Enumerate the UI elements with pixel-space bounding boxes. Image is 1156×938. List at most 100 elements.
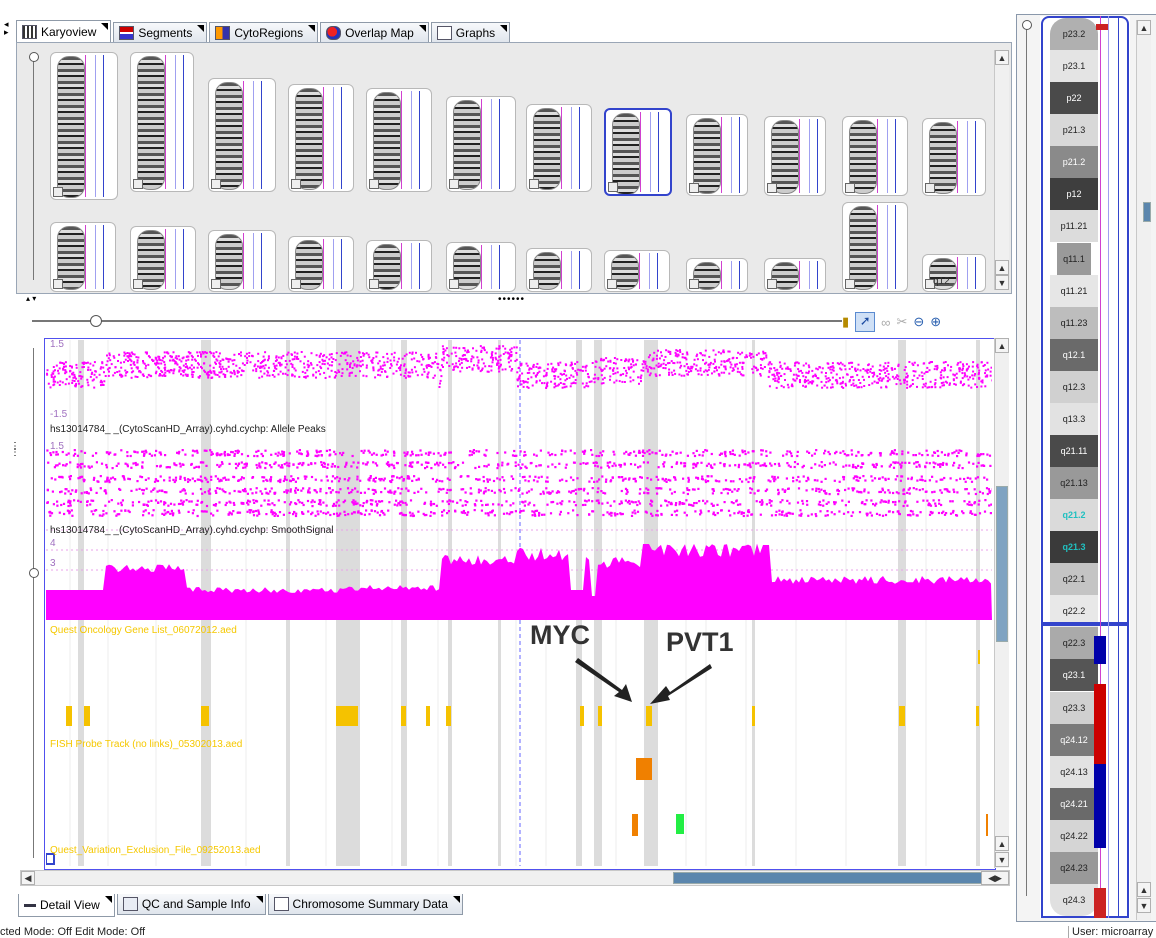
chromosome-checkbox[interactable] — [767, 183, 777, 193]
collapse-arrows[interactable]: ▴ ▾ — [26, 294, 37, 303]
tab-karyoview[interactable]: Karyoview — [16, 20, 112, 43]
karyotype-chromosome[interactable] — [366, 88, 432, 192]
karyotype-chromosome[interactable] — [208, 78, 276, 192]
karyotype-chromosome[interactable] — [50, 52, 118, 200]
karyotype-chromosome[interactable] — [288, 84, 354, 192]
chromosome-checkbox[interactable] — [529, 279, 539, 289]
chromosome-checkbox[interactable] — [53, 279, 63, 289]
detail-vertical-scrollbar[interactable]: ▲ ▲ ▼ — [994, 338, 1009, 868]
ideogram-band[interactable]: q21.11 — [1050, 434, 1098, 467]
top-left-scroll-arrows[interactable]: ◂ ▸ — [4, 19, 9, 37]
karyotype-chromosome[interactable] — [604, 108, 672, 196]
karyotype-chromosome[interactable] — [366, 240, 432, 292]
bookmark-icon[interactable]: ▮ — [842, 314, 850, 329]
ideogram-band[interactable]: q23.3 — [1050, 691, 1098, 724]
ideogram-band[interactable]: q24.22 — [1050, 819, 1098, 852]
chromosome-checkbox[interactable] — [608, 182, 618, 192]
chromosome-checkbox[interactable] — [689, 279, 699, 289]
ideogram-band[interactable]: q13.3 — [1050, 402, 1098, 435]
chromosome-checkbox[interactable] — [449, 279, 459, 289]
karyotype-chromosome[interactable] — [288, 236, 354, 292]
karyotype-chromosome[interactable] — [842, 202, 908, 292]
karyotype-chromosome[interactable] — [526, 248, 592, 292]
detail-zoom-slider[interactable] — [32, 315, 842, 327]
karyotype-chromosome[interactable] — [130, 52, 194, 192]
ideogram-band[interactable]: p11.21 — [1050, 210, 1098, 243]
karyotype-chromosome[interactable] — [922, 118, 986, 196]
ideogram-band[interactable]: q24.13 — [1050, 755, 1098, 788]
ideogram-band[interactable]: p12 — [1050, 178, 1098, 211]
scroll-down-button[interactable]: ▼ — [1137, 898, 1151, 913]
scroll-up-button[interactable]: ▲ — [995, 338, 1009, 353]
karyotype-chromosome[interactable] — [526, 104, 592, 192]
ideogram-band[interactable]: q24.23 — [1050, 851, 1098, 884]
karyotype-chromosome[interactable] — [50, 222, 116, 292]
scroll-up-button[interactable]: ▲ — [1137, 882, 1151, 897]
ideogram-band[interactable]: p23.2 — [1050, 18, 1098, 51]
chromosome-checkbox[interactable] — [607, 279, 617, 289]
karyotype-chromosome[interactable] — [842, 116, 908, 196]
ideogram-band[interactable]: q12.3 — [1050, 370, 1098, 403]
tab-graphs[interactable]: Graphs — [430, 22, 511, 43]
ideogram-band[interactable]: p22 — [1050, 82, 1098, 115]
scroll-thumb[interactable] — [996, 486, 1008, 642]
detail-plot[interactable] — [46, 340, 992, 866]
karyotype-chromosome[interactable] — [208, 230, 276, 292]
link-icon[interactable]: ∞ — [881, 314, 891, 330]
chromosome-checkbox[interactable] — [529, 179, 539, 189]
karyotype-chromosome[interactable] — [604, 250, 670, 292]
chromosome-checkbox[interactable] — [449, 179, 459, 189]
tab-chromosome-summary[interactable]: Chromosome Summary Data — [267, 894, 463, 915]
tab-cytoregions[interactable]: CytoRegions — [209, 22, 319, 43]
ideogram-band[interactable]: q24.21 — [1050, 787, 1098, 820]
chromosome-checkbox[interactable] — [53, 187, 63, 197]
ideogram-band[interactable]: q21.2 — [1050, 499, 1098, 532]
ideogram-band[interactable]: q11.21 — [1050, 274, 1098, 307]
ideogram-band[interactable]: q22.1 — [1050, 563, 1098, 596]
chromosome-checkbox[interactable] — [133, 279, 143, 289]
karyotype-chromosome[interactable] — [130, 226, 196, 292]
scroll-down-button[interactable]: ▼ — [995, 852, 1009, 867]
horizontal-scroll-thumb[interactable] — [673, 872, 987, 884]
chromosome-checkbox[interactable] — [291, 279, 301, 289]
tab-overlap-map[interactable]: Overlap Map — [320, 22, 429, 43]
ideogram-band[interactable]: p21.3 — [1050, 114, 1098, 147]
tab-detail-view[interactable]: Detail View — [18, 894, 115, 917]
ideogram-zoom-slider[interactable] — [1022, 20, 1032, 900]
scroll-up-button[interactable]: ▲ — [995, 836, 1009, 851]
chromosome-checkbox[interactable] — [369, 179, 379, 189]
zoom-out-icon[interactable]: ⊖ — [913, 314, 925, 329]
scroll-left-button[interactable]: ◀ — [21, 871, 35, 885]
ideogram-band[interactable]: q21.13 — [1050, 467, 1098, 500]
chromosome-checkbox[interactable] — [211, 279, 221, 289]
karyotype-chromosome[interactable] — [446, 96, 516, 192]
ideogram-band[interactable]: q11.23 — [1050, 306, 1098, 339]
scroll-down-button[interactable]: ▲ — [995, 260, 1009, 275]
ideogram-scrollbar[interactable]: ▲ ▲ ▼ — [1136, 20, 1151, 920]
left-side-handle[interactable]: ⋮ ⋮ — [10, 441, 20, 458]
karyoview-zoom-slider[interactable] — [29, 52, 39, 284]
zoom-in-icon[interactable]: ⊕ — [930, 314, 942, 329]
chromosome-checkbox[interactable] — [133, 179, 143, 189]
chromosome-checkbox[interactable] — [211, 179, 221, 189]
karyoview-scrollbar[interactable]: ▲ ▲ ▼ — [994, 50, 1009, 290]
karyotype-chromosome[interactable] — [446, 242, 516, 292]
splitter-handle[interactable]: •••••• — [498, 294, 526, 305]
detail-horizontal-scrollbar[interactable]: ◀ ◀▶ — [20, 870, 1010, 886]
scroll-up-button[interactable]: ▲ — [995, 50, 1009, 65]
chromosome-checkbox[interactable] — [845, 279, 855, 289]
chromosome-checkbox[interactable] — [369, 279, 379, 289]
scissors-icon[interactable]: ✂ — [896, 314, 908, 329]
tab-segments[interactable]: Segments — [113, 22, 208, 43]
chromosome-checkbox[interactable] — [845, 183, 855, 193]
scroll-up-button[interactable]: ▲ — [1137, 20, 1151, 35]
karyotype-chromosome[interactable] — [764, 258, 826, 292]
ideogram-scroll-marker[interactable] — [1143, 202, 1151, 222]
chromosome-checkbox[interactable] — [291, 179, 301, 189]
ideogram-band[interactable]: q23.1 — [1050, 659, 1098, 692]
tab-qc-sample-info[interactable]: QC and Sample Info — [116, 894, 266, 915]
detail-vertical-slider[interactable] — [29, 348, 39, 858]
scroll-right-button[interactable]: ◀▶ — [981, 871, 1009, 885]
karyotype-chromosome[interactable] — [686, 114, 748, 196]
chromosome-checkbox[interactable] — [767, 279, 777, 289]
